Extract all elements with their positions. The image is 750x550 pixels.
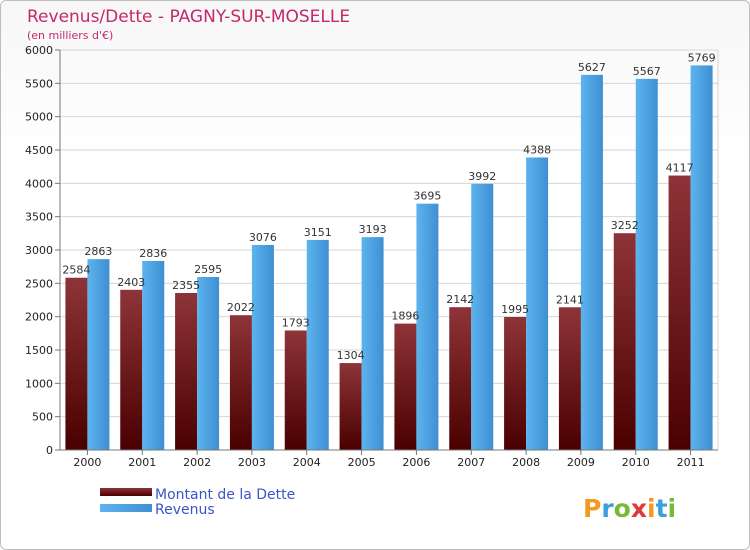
data-label-debt: 2403 [117,276,145,289]
bar-revenue [635,78,658,450]
bar-revenue [690,65,713,451]
x-tick-label: 2004 [293,456,321,469]
bar-debt [284,330,307,450]
proxiti-logo: Proxiti [583,494,676,523]
data-label-revenue: 5567 [633,65,661,78]
bar-debt [558,307,581,450]
y-tick-label: 5000 [25,111,53,124]
x-tick-label: 2003 [238,456,266,469]
bar-debt [120,289,143,450]
data-label-debt: 2355 [172,279,200,292]
bar-revenue [416,203,439,450]
data-label-debt: 1896 [391,310,419,323]
y-tick-label: 6000 [25,44,53,57]
bar-debt [175,293,198,450]
legend-label-revenue: Revenus [155,502,215,518]
legend-swatch-debt [100,488,152,496]
y-tick-label: 500 [32,411,53,424]
data-label-revenue: 2863 [84,245,112,258]
x-tick-label: 2002 [183,456,211,469]
logo-letter: i [668,494,677,523]
y-tick-label: 2500 [25,277,53,290]
data-label-revenue: 3193 [359,223,387,236]
x-tick-label: 2001 [128,456,156,469]
data-label-revenue: 3151 [304,226,332,239]
bar-revenue [471,183,494,450]
data-label-debt: 1304 [337,349,365,362]
y-tick-label: 3500 [25,211,53,224]
data-label-revenue: 3076 [249,231,277,244]
x-tick-label: 2000 [73,456,101,469]
bar-revenue [251,244,274,450]
data-label-debt: 1995 [501,303,529,316]
logo-letter: r [601,494,614,523]
logo-letter: i [647,494,656,523]
data-label-debt: 4117 [666,162,694,175]
x-tick-label: 2007 [457,456,485,469]
logo-letter: t [656,494,668,523]
logo-letter: o [614,494,631,523]
x-tick-label: 2006 [402,456,430,469]
bar-revenue [87,259,110,450]
chart-subtitle: (en milliers d'€) [27,29,113,42]
y-tick-label: 0 [46,444,53,457]
bar-revenue [361,237,384,450]
data-label-revenue: 2836 [139,247,167,260]
y-tick-label: 4500 [25,144,53,157]
bar-revenue [526,157,549,450]
x-axis: 2000 2001 2002 2003 2004 2005 2006 2007 2008 2009… [60,449,718,469]
chart-title: Revenus/Dette - PAGNY-SUR-MOSELLE [27,7,350,27]
data-label-revenue: 2595 [194,263,222,276]
data-labels: 2584 2863 2403 2836 2355 2595 2022 3076 1793 3151… [62,51,715,362]
y-tick-label: 3000 [25,244,53,257]
y-axis: 0 500 1000 1500 2000 2500 3000 3500 4000 4500 5000… [25,44,61,457]
y-tick-label: 2000 [25,311,53,324]
bar-debt [339,363,362,450]
data-label-debt: 2142 [446,293,474,306]
bar-debt [449,307,472,450]
bar-revenue [197,277,220,450]
bars [65,65,713,451]
data-label-revenue: 5769 [688,51,716,64]
data-label-revenue: 3992 [468,170,496,183]
bar-debt [65,277,88,450]
logo-letter: P [583,494,601,523]
bar-debt [613,233,636,450]
data-label-revenue: 5627 [578,61,606,74]
y-tick-label: 5500 [25,77,53,90]
bar-debt [668,175,691,451]
data-label-debt: 2141 [556,293,584,306]
bar-revenue [580,74,603,450]
y-tick-label: 1000 [25,377,53,390]
legend-label-debt: Montant de la Dette [155,487,295,503]
legend: Montant de la Dette Revenus [100,487,295,518]
x-tick-label: 2009 [567,456,595,469]
x-tick-label: 2005 [348,456,376,469]
x-tick-label: 2010 [622,456,650,469]
bar-debt [394,323,417,450]
data-label-revenue: 4388 [523,143,551,156]
logo-letter: x [631,494,647,523]
data-label-debt: 2584 [62,264,90,277]
data-label-debt: 2022 [227,301,255,314]
x-tick-label: 2008 [512,456,540,469]
legend-swatch-revenue [100,504,152,512]
y-tick-label: 4000 [25,177,53,190]
data-label-debt: 1793 [282,316,310,329]
bar-debt [504,317,527,450]
bar-debt [229,315,252,450]
bar-revenue [142,260,165,450]
data-label-revenue: 3695 [413,190,441,203]
data-label-debt: 3252 [611,219,639,232]
x-tick-label: 2011 [677,456,705,469]
y-tick-label: 1500 [25,344,53,357]
bar-revenue [306,239,329,450]
